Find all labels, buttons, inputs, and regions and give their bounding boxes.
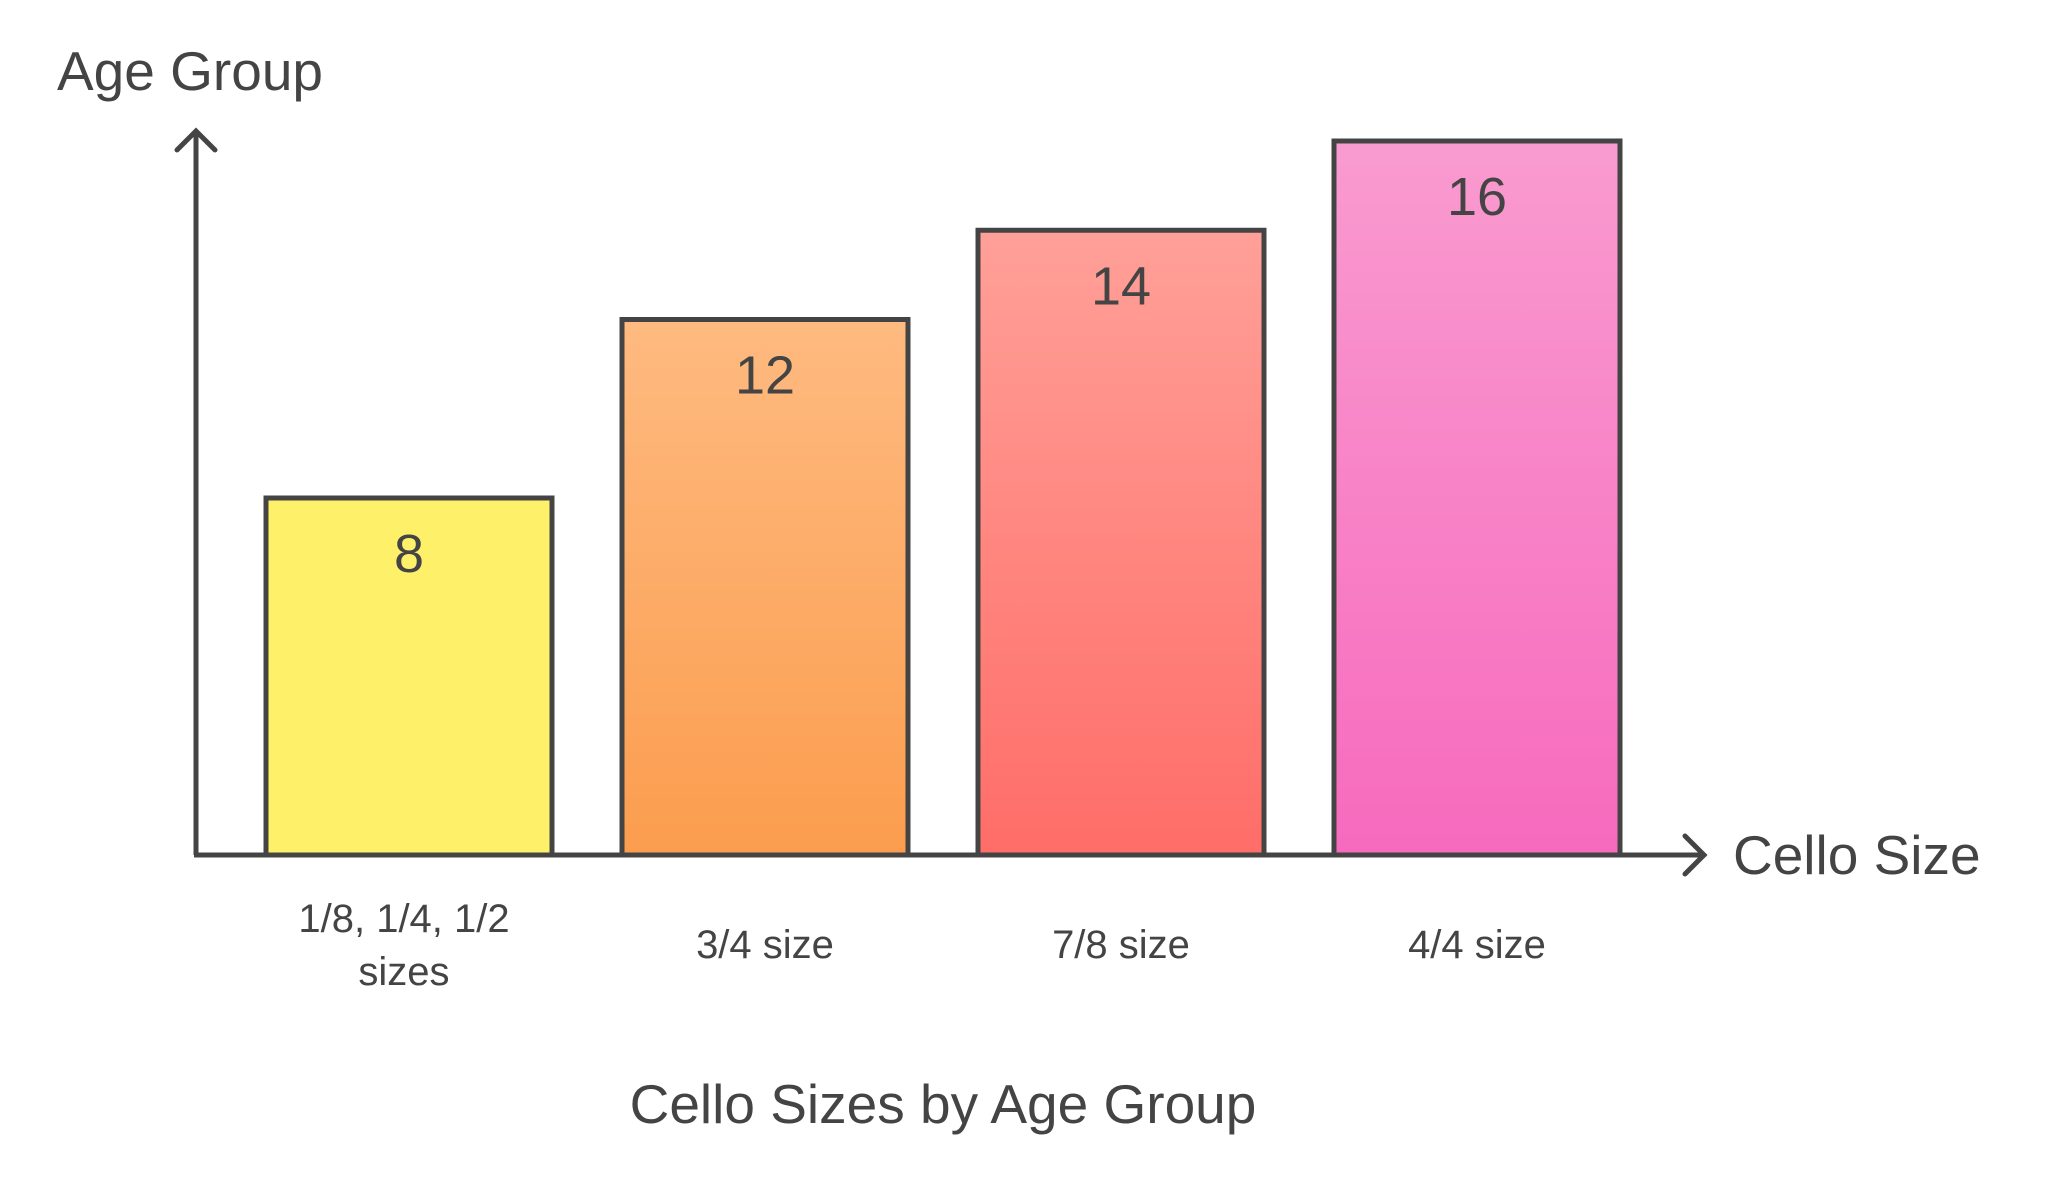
x-axis-arrow-icon xyxy=(1682,833,1708,877)
bar-2 xyxy=(619,317,911,858)
bar-1 xyxy=(263,495,555,858)
data-label: 8 xyxy=(394,524,424,584)
category-label: 3/4 size xyxy=(696,923,834,967)
data-label: 14 xyxy=(1091,256,1151,316)
chart-title: Cello Sizes by Age Group xyxy=(630,1073,1257,1135)
category-label: 1/8, 1/4, 1/2 xyxy=(298,897,509,941)
data-label: 16 xyxy=(1447,167,1507,227)
data-label: 12 xyxy=(735,346,795,406)
y-axis-label: Age Group xyxy=(57,40,323,102)
y-axis-arrow-icon xyxy=(174,127,218,153)
category-label: 4/4 size xyxy=(1408,923,1546,967)
bar-4 xyxy=(1331,138,1623,858)
axes xyxy=(174,127,1708,877)
category-label: 7/8 size xyxy=(1052,923,1190,967)
bar-3 xyxy=(975,227,1267,858)
x-axis-label: Cello Size xyxy=(1733,824,1981,886)
category-label: sizes xyxy=(358,950,449,994)
